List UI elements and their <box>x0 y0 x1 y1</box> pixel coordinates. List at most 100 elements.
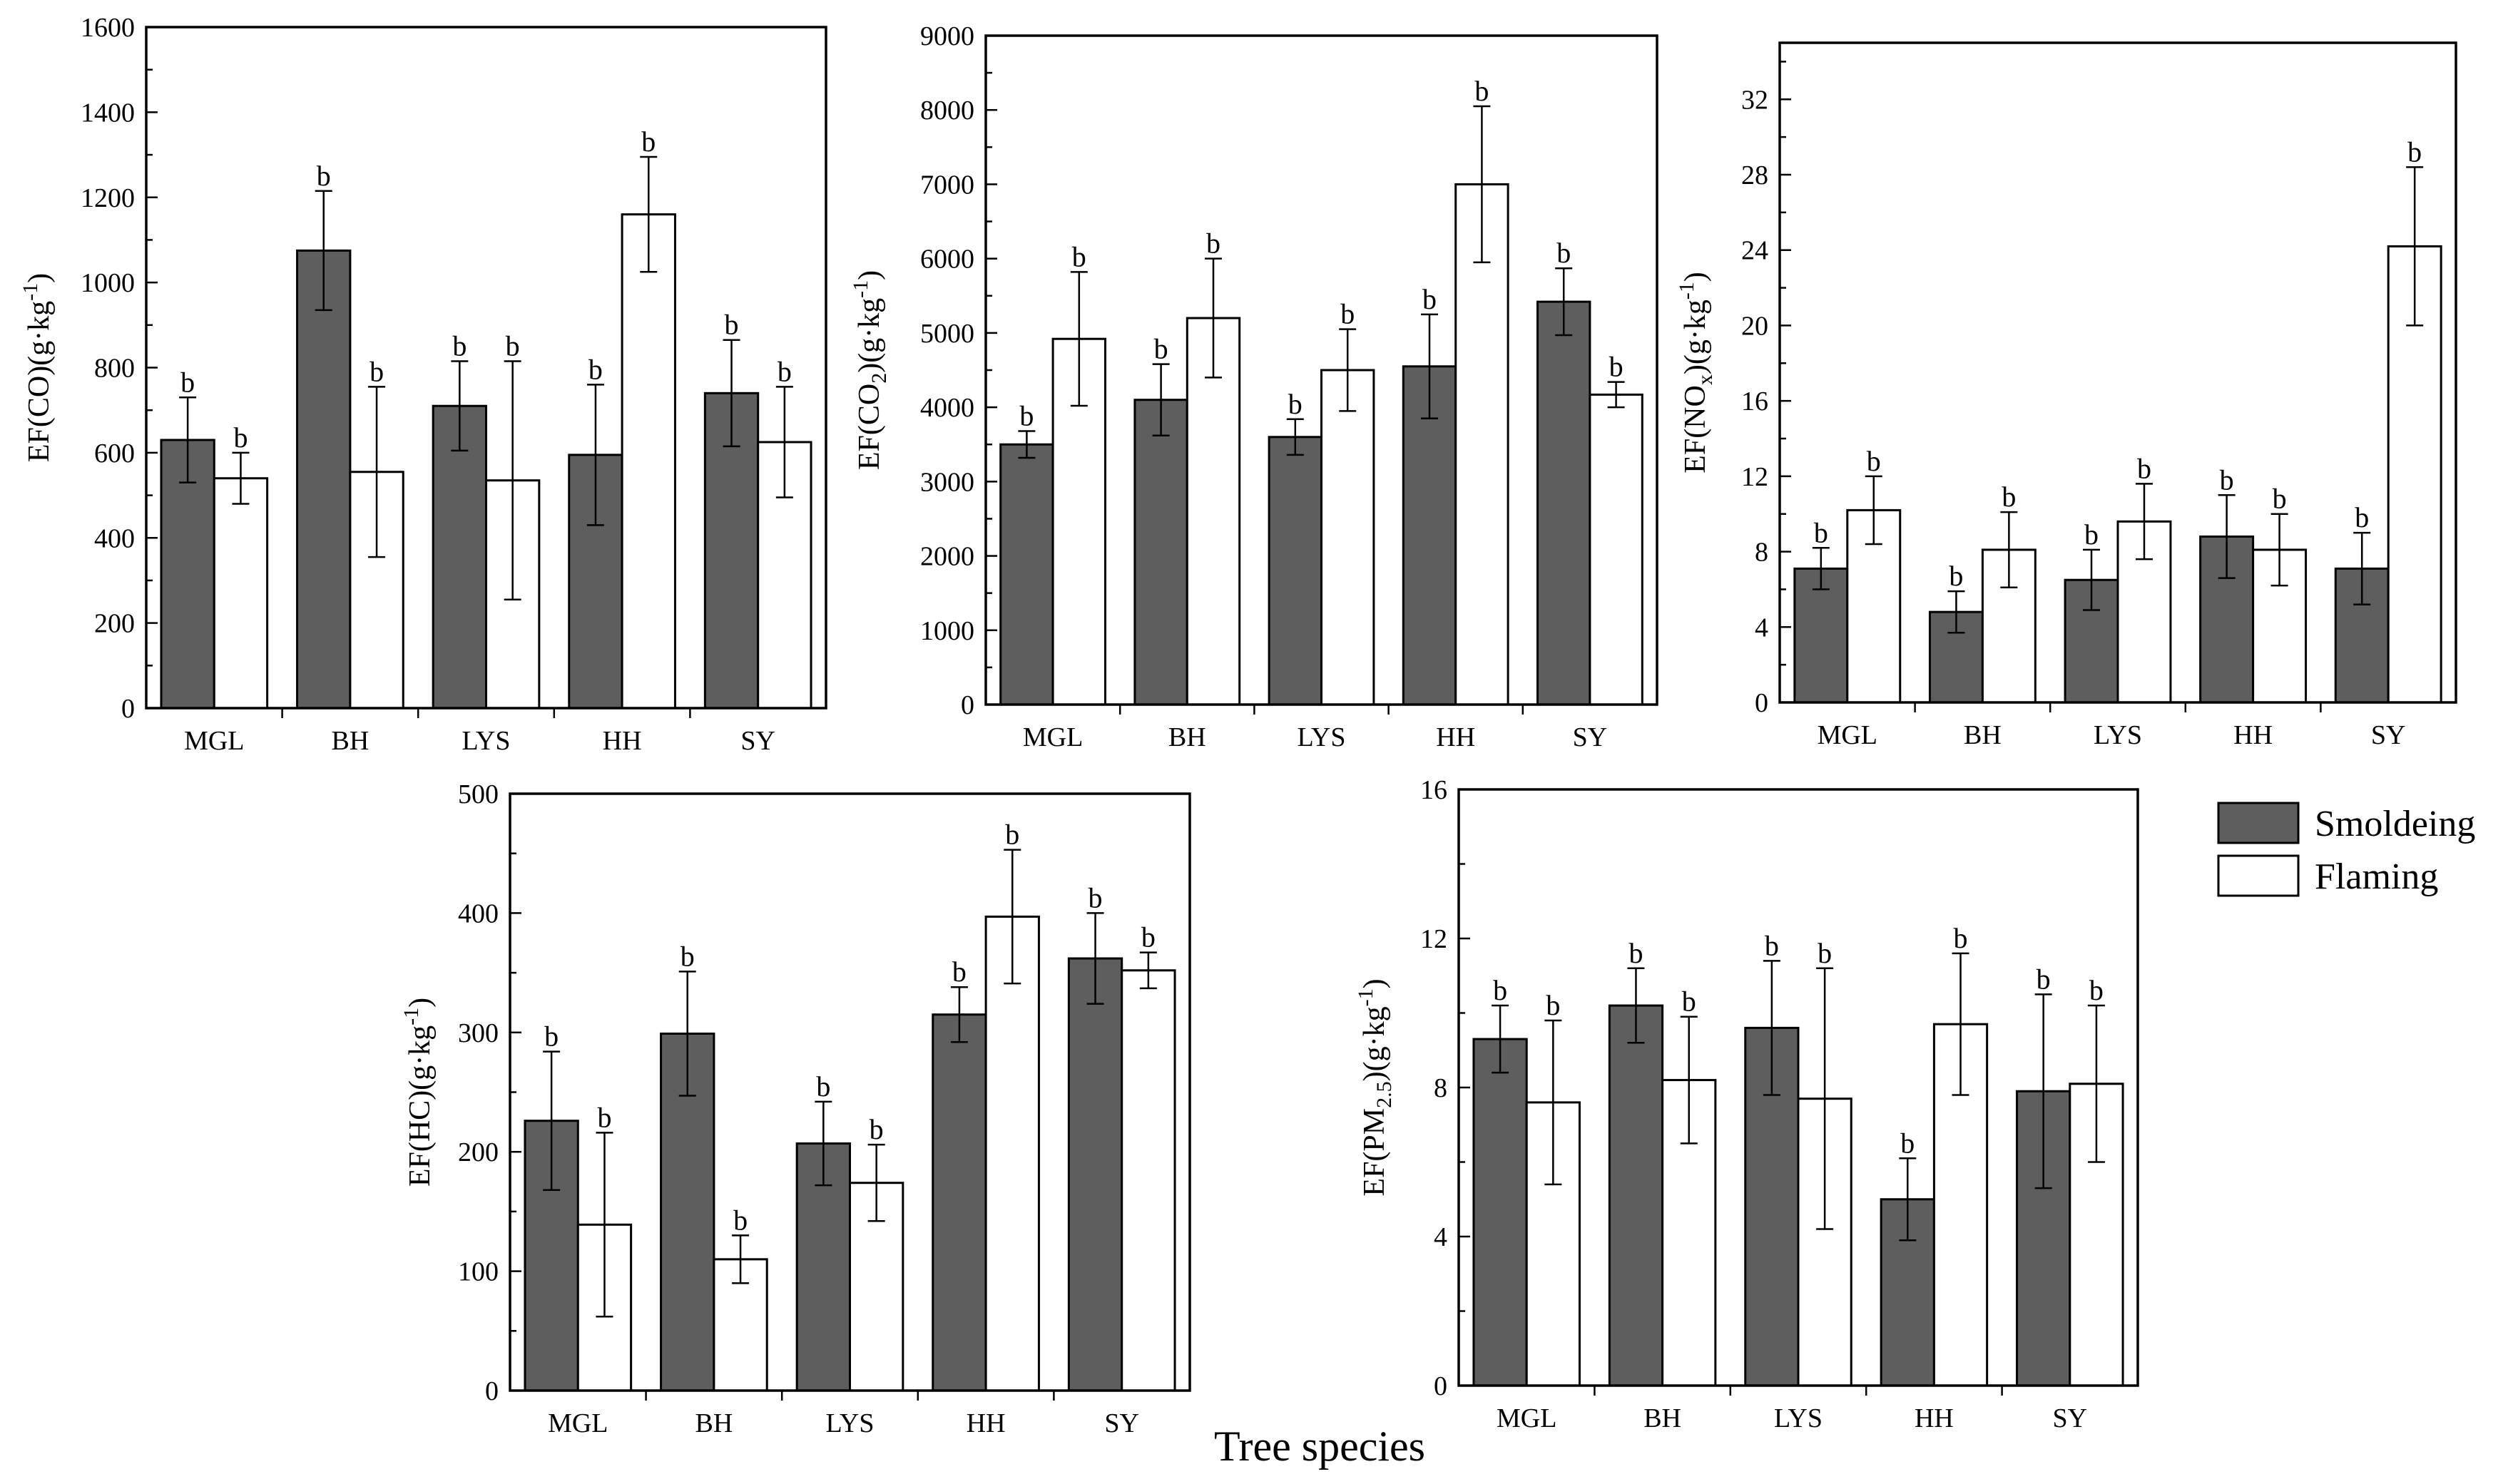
error-bar-flaming-sy <box>775 386 793 498</box>
bar-smoldering-hh <box>932 1013 987 1392</box>
error-bar-flaming-bh <box>732 1234 750 1284</box>
significance-label-flaming-lys: b <box>1818 937 1832 969</box>
y-tick-label: 24 <box>1741 236 1768 266</box>
y-tick-label: 0 <box>961 690 974 720</box>
y-axis-label: EF(HC)(g·kg-1) <box>399 998 437 1187</box>
error-bar-flaming-lys <box>1339 328 1357 412</box>
x-category-label-hh: HH <box>1915 1403 1954 1433</box>
y-tick-label: 400 <box>458 899 499 928</box>
error-bar-flaming-hh <box>1004 849 1021 985</box>
chart-panel-5: b b b b b b b b b b 0 4 8 12 16 MGL BH LYS HH SY EF(PM2.5)(g… <box>1354 775 2139 1433</box>
significance-label-smoldering-lys: b <box>452 330 467 362</box>
y-tick-label: 1000 <box>81 268 135 298</box>
x-category-label-lys: LYS <box>1774 1403 1823 1433</box>
y-tick-label: 1400 <box>81 98 135 128</box>
error-bar-smoldering-hh <box>2218 494 2236 579</box>
y-tick-label: 0 <box>485 1376 499 1406</box>
error-bar-smoldering-bh <box>315 190 332 312</box>
y-tick-label: 600 <box>94 439 135 469</box>
x-category-label-mgl: MGL <box>184 726 244 756</box>
significance-label-flaming-mgl: b <box>1072 240 1086 272</box>
y-axis-label: EF(NOx)(g·kg-1) <box>1675 272 1717 474</box>
significance-label-flaming-lys: b <box>1340 298 1355 330</box>
error-bar-flaming-bh <box>1204 257 1222 379</box>
error-bar-flaming-mgl <box>1070 271 1088 407</box>
bar-flaming-bh <box>1186 317 1241 706</box>
y-tick-label: 800 <box>94 354 135 384</box>
error-bar-smoldering-lys <box>1286 418 1304 456</box>
bar-smoldering-bh <box>1608 1004 1664 1387</box>
x-category-label-sy: SY <box>740 726 775 756</box>
y-tick-label: 16 <box>1420 775 1447 805</box>
bar-flaming-mgl <box>213 477 269 710</box>
significance-label-smoldering-lys: b <box>816 1070 830 1102</box>
error-bar-flaming-mgl <box>232 451 250 505</box>
error-bar-flaming-bh <box>2000 511 2018 589</box>
significance-label-smoldering-mgl: b <box>1019 399 1034 431</box>
error-bar-flaming-hh <box>1952 952 1969 1096</box>
significance-label-smoldering-hh: b <box>1422 283 1437 315</box>
y-tick-label: 2000 <box>920 542 974 572</box>
bar-flaming-hh <box>621 213 676 710</box>
error-bar-flaming-lys <box>2135 483 2153 561</box>
significance-label-smoldering-sy: b <box>1089 881 1103 914</box>
significance-label-flaming-lys: b <box>870 1113 884 1145</box>
significance-label-flaming-hh: b <box>1005 819 1019 851</box>
significance-label-flaming-bh: b <box>1206 227 1220 260</box>
significance-label-smoldering-hh: b <box>952 956 967 988</box>
error-bar-smoldering-mgl <box>1812 547 1830 590</box>
significance-label-smoldering-sy: b <box>1556 237 1571 269</box>
significance-label-smoldering-bh: b <box>681 940 695 972</box>
error-bar-smoldering-lys <box>815 1100 832 1187</box>
bar-flaming-lys <box>1320 369 1375 706</box>
x-category-label-hh: HH <box>2233 720 2273 750</box>
y-tick-label: 1200 <box>81 183 135 213</box>
x-category-label-bh: BH <box>695 1408 733 1438</box>
error-bar-flaming-lys <box>867 1143 885 1222</box>
bar-flaming-sy <box>1121 969 1176 1392</box>
legend: Smoldeing Flaming <box>2217 802 2475 897</box>
y-tick-label: 28 <box>1741 160 1768 190</box>
significance-label-smoldering-sy: b <box>2355 501 2369 533</box>
error-bar-smoldering-bh <box>1947 590 1965 634</box>
error-bar-flaming-mgl <box>1544 1019 1562 1186</box>
significance-label-smoldering-hh: b <box>2220 464 2234 496</box>
chart-panel-4: b b b b b b b b b b 0 100 200 300 400 500 MGL BH LYS HH SY EF… <box>399 779 1191 1438</box>
y-tick-label: 400 <box>94 523 135 553</box>
significance-label-flaming-mgl: b <box>233 421 248 454</box>
significance-label-flaming-sy: b <box>778 355 792 387</box>
significance-label-smoldering-sy: b <box>725 309 739 341</box>
significance-label-smoldering-hh: b <box>1900 1127 1915 1159</box>
y-axis-label: EF(CO)(g·kg-1) <box>19 273 56 462</box>
x-category-label-mgl: MGL <box>1023 722 1083 752</box>
x-category-label-sy: SY <box>2371 720 2406 750</box>
error-bar-smoldering-mgl <box>179 396 197 483</box>
bar-smoldering-mgl <box>999 443 1054 706</box>
significance-label-smoldering-bh: b <box>1949 560 1963 592</box>
significance-label-flaming-sy: b <box>2407 135 2422 168</box>
significance-label-smoldering-mgl: b <box>1493 974 1507 1006</box>
error-bar-smoldering-sy <box>723 339 740 448</box>
significance-label-smoldering-mgl: b <box>544 1020 559 1053</box>
error-bar-flaming-lys <box>504 360 521 601</box>
x-category-label-hh: HH <box>967 1408 1006 1438</box>
y-tick-label: 8000 <box>920 96 974 126</box>
error-bar-smoldering-sy <box>1555 267 1573 337</box>
x-category-label-hh: HH <box>603 726 642 756</box>
y-axis-label: EF(PM2.5)(g·kg-1) <box>1354 978 1396 1196</box>
x-category-label-mgl: MGL <box>1818 720 1877 750</box>
x-category-label-lys: LYS <box>1298 722 1346 752</box>
y-tick-label: 6000 <box>920 245 974 275</box>
y-tick-label: 8 <box>1755 538 1768 568</box>
error-bar-flaming-hh <box>1473 105 1491 264</box>
significance-label-flaming-bh: b <box>1682 986 1696 1018</box>
y-tick-label: 0 <box>121 694 135 724</box>
error-bar-flaming-mgl <box>1865 475 1882 546</box>
error-bar-smoldering-sy <box>2353 531 2371 605</box>
y-tick-label: 5000 <box>920 319 974 349</box>
error-bar-flaming-hh <box>640 155 658 273</box>
error-bar-smoldering-sy <box>2034 993 2052 1189</box>
error-bar-flaming-sy <box>1607 381 1625 409</box>
significance-label-smoldering-mgl: b <box>1814 516 1828 548</box>
bar-smoldering-hh <box>1402 365 1457 706</box>
